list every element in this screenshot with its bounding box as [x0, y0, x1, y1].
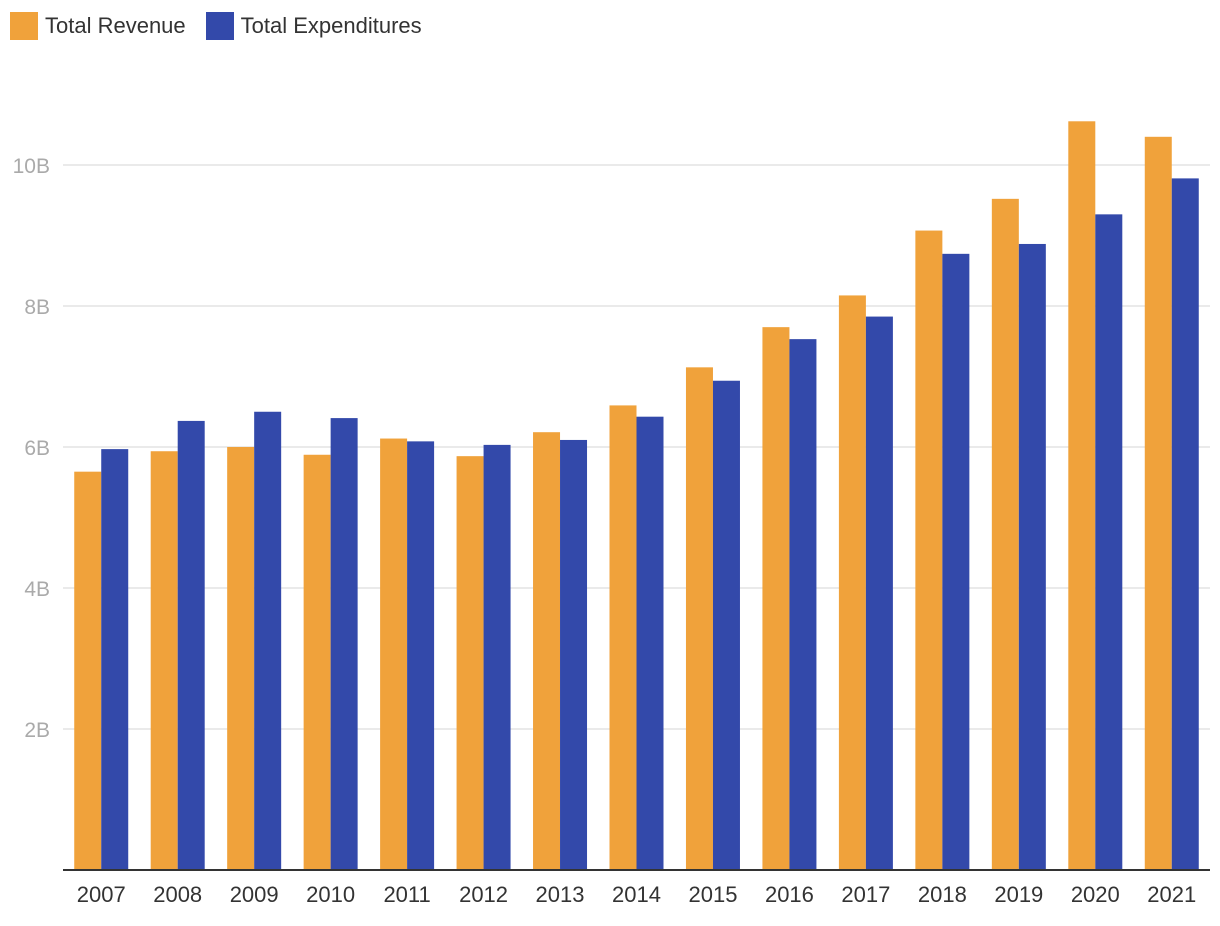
y-tick-label: 4B: [24, 578, 50, 601]
bar-total-expenditures-2015[interactable]: [712, 380, 740, 870]
bar-total-revenue-2014[interactable]: [609, 405, 637, 870]
legend-item-total-revenue[interactable]: Total Revenue: [10, 12, 186, 40]
bar-total-revenue-2017[interactable]: [838, 295, 866, 870]
bar-total-expenditures-2018[interactable]: [942, 253, 970, 870]
bar-total-revenue-2011[interactable]: [380, 438, 408, 870]
legend-swatch-total-revenue: [10, 12, 38, 40]
bars: [74, 121, 1199, 871]
x-tick-label: 2020: [1071, 882, 1120, 907]
x-tick-label: 2013: [536, 882, 585, 907]
x-tick-label: 2014: [612, 882, 661, 907]
x-tick-label: 2018: [918, 882, 967, 907]
y-tick-label: 2B: [24, 719, 50, 742]
bar-total-revenue-2019[interactable]: [991, 198, 1019, 871]
bar-total-expenditures-2014[interactable]: [636, 416, 664, 870]
bar-total-expenditures-2010[interactable]: [330, 418, 358, 870]
x-tick-label: 2021: [1147, 882, 1196, 907]
x-tick-label: 2009: [230, 882, 279, 907]
x-tick-label: 2012: [459, 882, 508, 907]
bar-total-expenditures-2017[interactable]: [865, 316, 893, 870]
y-tick-label: 6B: [24, 437, 50, 460]
bar-total-expenditures-2012[interactable]: [483, 444, 511, 870]
legend: Total Revenue Total Expenditures: [10, 12, 422, 40]
legend-swatch-total-expenditures: [205, 12, 234, 40]
bar-total-revenue-2009[interactable]: [227, 447, 255, 870]
y-tick-label: 10B: [13, 155, 50, 178]
bar-total-revenue-2020[interactable]: [1068, 121, 1096, 871]
bar-total-expenditures-2007[interactable]: [101, 449, 129, 870]
x-axis-labels: 2007 2008 2009 2010 2011 2012 2013 2014 2015 2016…: [77, 882, 1196, 907]
legend-label-total-revenue: Total Revenue: [45, 13, 186, 38]
bar-total-expenditures-2020[interactable]: [1095, 214, 1123, 871]
bar-total-expenditures-2013[interactable]: [560, 439, 588, 870]
legend-label-total-expenditures: Total Expenditures: [240, 13, 422, 38]
bar-total-expenditures-2009[interactable]: [254, 411, 282, 870]
x-tick-label: 2007: [77, 882, 126, 907]
bar-total-expenditures-2021[interactable]: [1171, 178, 1199, 870]
x-tick-label: 2019: [994, 882, 1043, 907]
y-tick-label: 8B: [24, 296, 50, 319]
bar-total-expenditures-2019[interactable]: [1018, 243, 1046, 870]
x-tick-label: 2016: [765, 882, 814, 907]
bar-total-revenue-2013[interactable]: [533, 432, 561, 870]
bar-total-revenue-2018[interactable]: [915, 230, 943, 870]
bar-total-expenditures-2008[interactable]: [177, 420, 205, 870]
x-tick-label: 2017: [841, 882, 890, 907]
bar-total-revenue-2016[interactable]: [762, 327, 790, 870]
bar-total-revenue-2007[interactable]: [74, 471, 102, 870]
bar-total-revenue-2010[interactable]: [303, 454, 331, 870]
x-tick-label: 2008: [153, 882, 202, 907]
bar-total-revenue-2008[interactable]: [150, 451, 178, 870]
bar-total-expenditures-2011[interactable]: [407, 441, 435, 870]
y-axis-ticks: 2B 4B 6B 8B 10B: [13, 155, 50, 742]
x-tick-label: 2010: [306, 882, 355, 907]
x-tick-label: 2011: [383, 882, 430, 907]
legend-item-total-expenditures[interactable]: Total Expenditures: [205, 12, 422, 40]
bar-total-revenue-2021[interactable]: [1144, 136, 1172, 871]
bar-total-expenditures-2016[interactable]: [789, 339, 817, 870]
bar-total-revenue-2015[interactable]: [685, 367, 713, 870]
x-tick-label: 2015: [688, 882, 737, 907]
bar-total-revenue-2012[interactable]: [456, 456, 484, 870]
